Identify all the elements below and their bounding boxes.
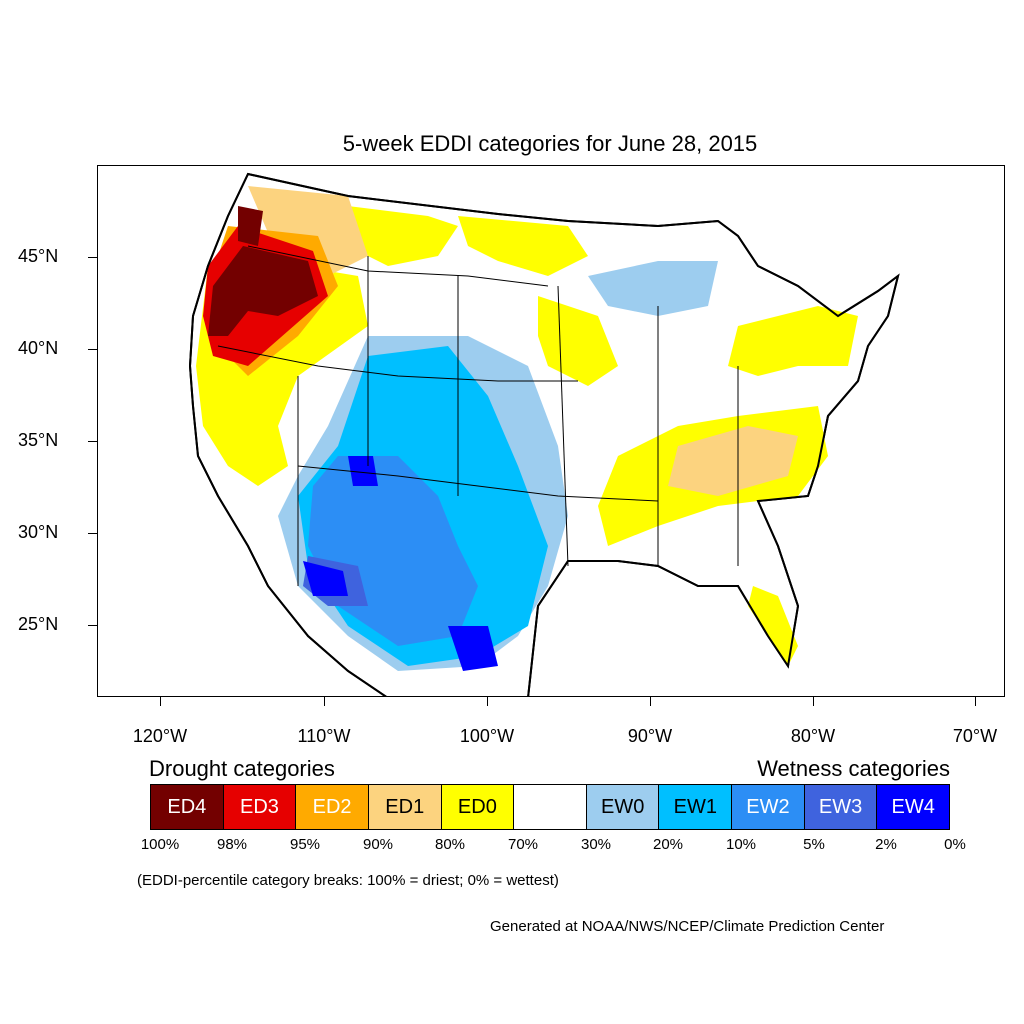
lat-tick [88,257,97,258]
map-frame [97,165,1005,697]
legend-cell-ew2: EW2 [732,785,805,829]
percentile-label: 98% [216,836,248,853]
ed4-oregon [208,246,318,336]
percentile-label: 5% [803,836,825,853]
lon-label-120: 120°W [132,726,188,746]
percentile-label: 70% [507,836,539,853]
lon-tick [650,697,651,706]
legend-color-bar: ED4 ED3 ED2 ED1 ED0 EW0 EW1 EW2 EW3 EW4 [150,784,950,830]
lon-label-70: 70°W [952,726,998,746]
lon-label-80: 80°W [790,726,836,746]
percentile-label: 100% [140,836,180,853]
lon-label-110: 110°W [297,726,351,746]
legend-cell-ed2: ED2 [296,785,369,829]
lat-label-40: 40°N [18,338,59,358]
lon-tick [324,697,325,706]
ed0-northeast [728,306,858,376]
ew4-texas [448,626,498,671]
ew0-greatlakes [588,261,718,316]
lon-tick [487,697,488,706]
state-borders [217,245,739,586]
percentile-label: 0% [944,836,966,853]
percentile-label: 10% [725,836,757,853]
ed0-midwest [538,296,618,386]
legend-cell-ew4: EW4 [877,785,950,829]
ew4-colorado [348,456,378,486]
lon-label-100: 100°W [459,726,515,746]
lon-tick [160,697,161,706]
legend-cell-ew3: EW3 [804,785,878,829]
eddi-map [188,172,900,696]
drought-categories-title: Drought categories [149,756,335,781]
percentile-label: 95% [289,836,321,853]
legend-cell-ew0: EW0 [586,785,660,829]
percentile-label: 90% [362,836,394,853]
lon-label-90: 90°W [627,726,673,746]
percentile-label: 30% [580,836,612,853]
lat-tick [88,441,97,442]
lat-tick [88,349,97,350]
lat-label-45: 45°N [18,246,59,266]
coastline [188,172,900,696]
percentile-label: 2% [875,836,897,853]
ed1-appalachia [668,426,798,496]
legend-cell-ed4: ED4 [151,785,224,829]
ed0-north2 [458,216,588,276]
map-title: 5-week EDDI categories for June 28, 2015 [342,131,758,156]
lat-tick [88,533,97,534]
lat-label-25: 25°N [18,614,59,634]
percentile-label: 80% [434,836,466,853]
lat-tick [88,625,97,626]
lat-label-35: 35°N [18,430,59,450]
legend-cell-ed0: ED0 [441,785,515,829]
lat-label-30: 30°N [18,522,59,542]
wetness-categories-title: Wetness categories [757,756,950,781]
legend-cell-neutral [514,785,587,829]
lon-tick [975,697,976,706]
ed0-north [348,206,458,266]
credit-line: Generated at NOAA/NWS/NCEP/Climate Predi… [490,918,885,935]
category-breaks-note: (EDDI-percentile category breaks: 100% =… [137,872,559,889]
ed4-washington [238,206,263,246]
legend-cell-ew1: EW1 [659,785,733,829]
ed0-florida [748,586,798,666]
legend-cell-ed3: ED3 [223,785,297,829]
lon-tick [813,697,814,706]
ew4-baja [303,561,348,596]
percentile-label: 20% [652,836,684,853]
legend-cell-ed1: ED1 [368,785,442,829]
